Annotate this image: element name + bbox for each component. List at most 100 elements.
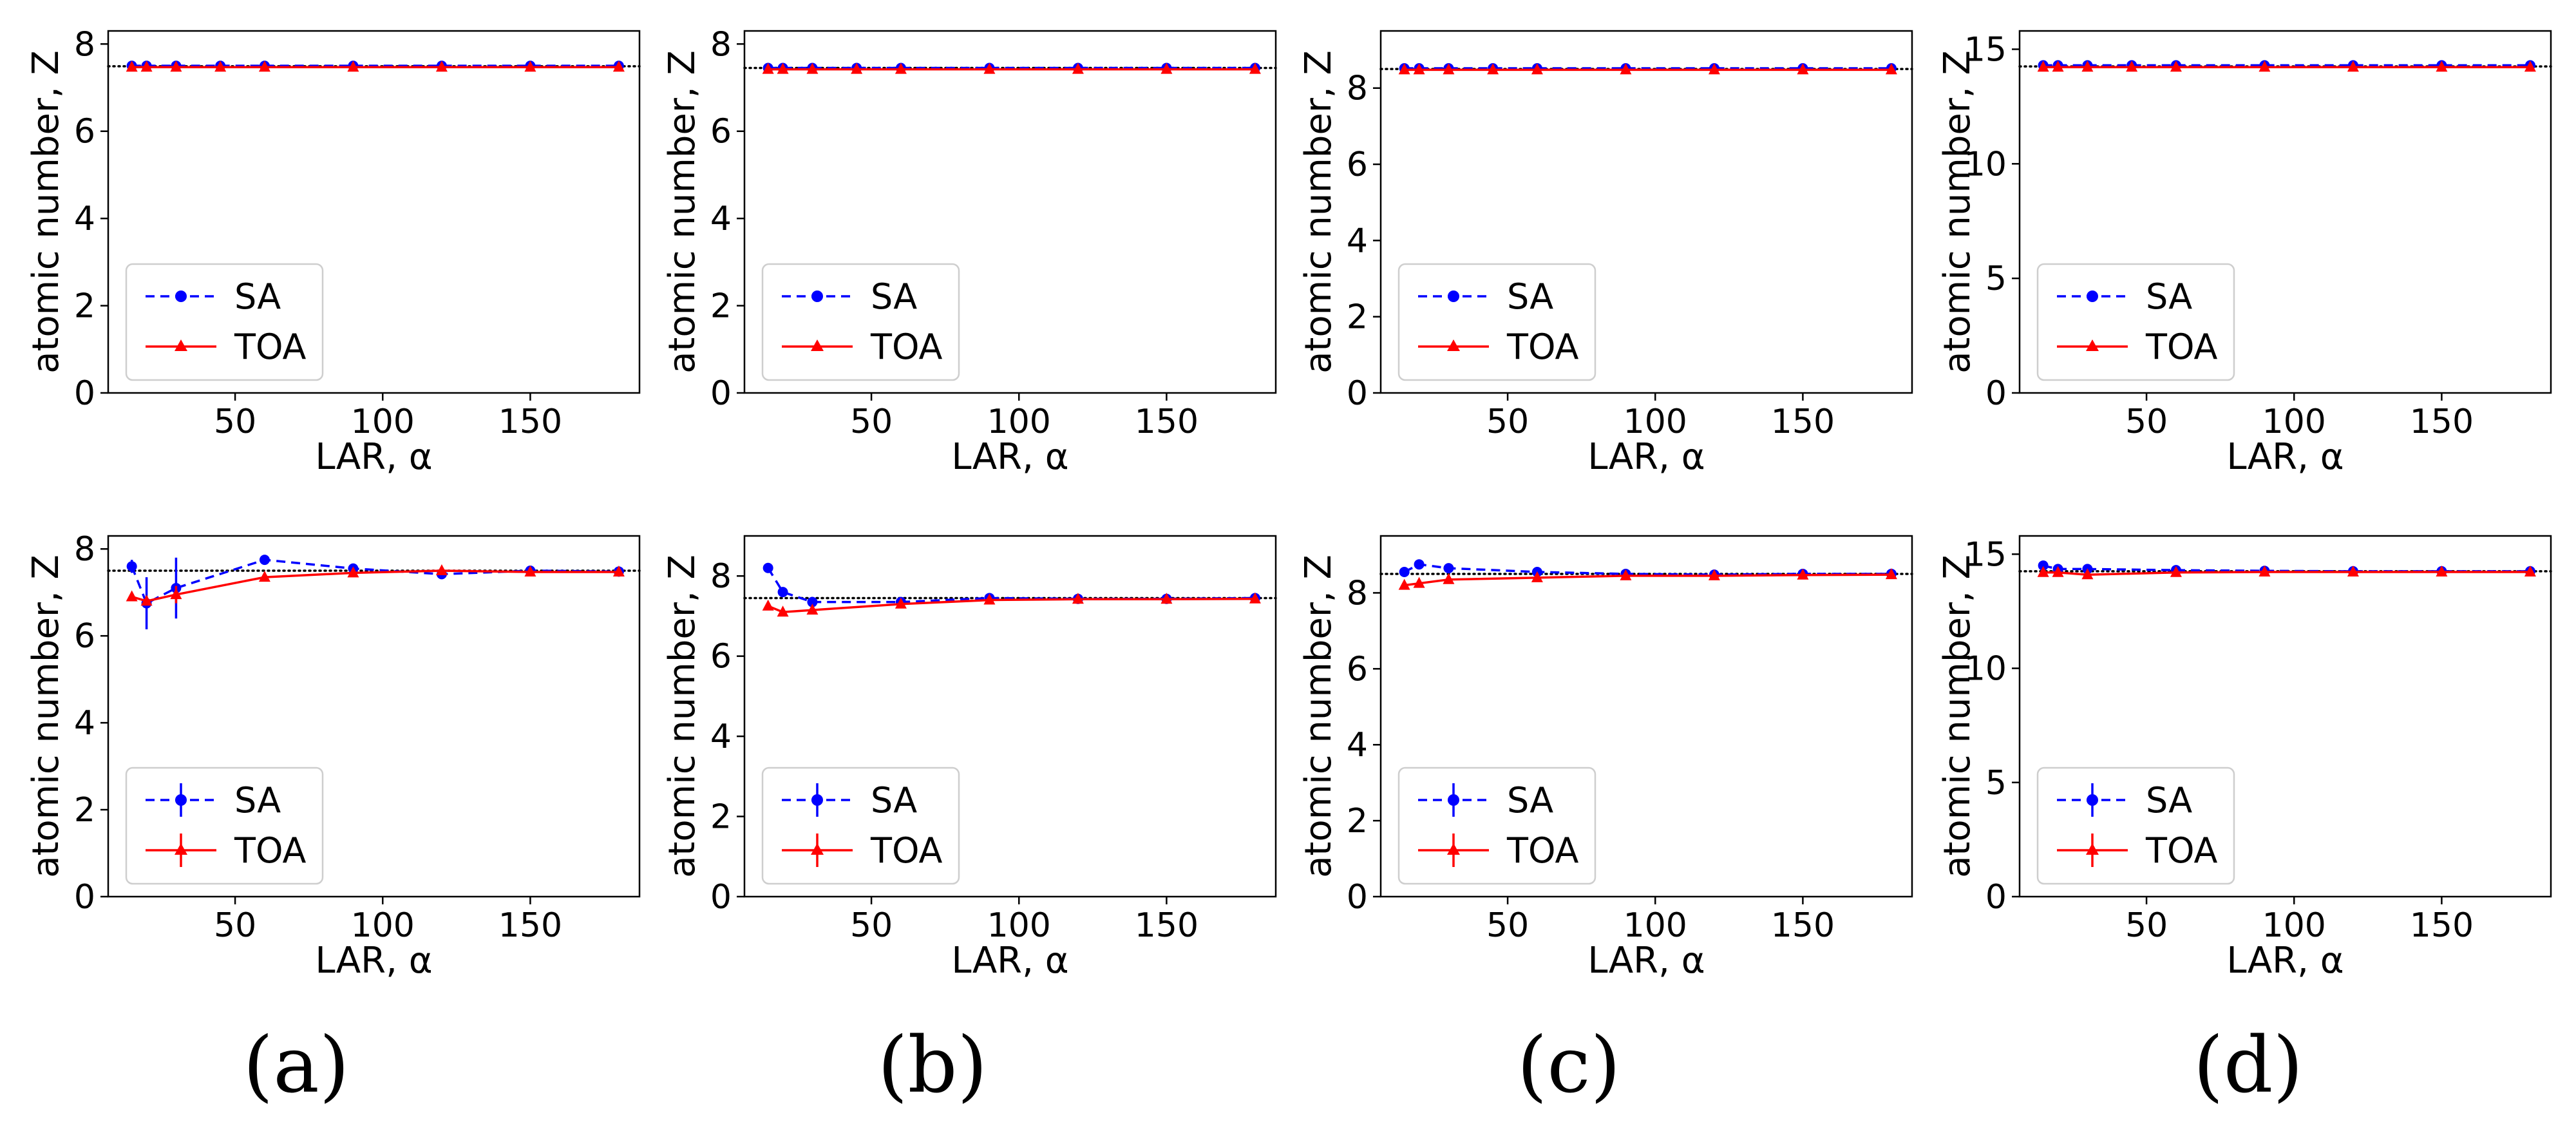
chart-8-xtick-label-1: 100 xyxy=(2262,906,2326,945)
chart-3-toa-point-0 xyxy=(1398,63,1410,75)
chart-3-toa-point-5 xyxy=(1620,63,1632,75)
chart-3-legend-sa-marker xyxy=(1448,291,1459,302)
chart-3-legend-toa-label: TOA xyxy=(1506,327,1579,367)
chart-4-legend-toa-label: TOA xyxy=(2145,327,2218,367)
chart-5-legend-toa-marker xyxy=(175,843,187,855)
panel-label-b: (b) xyxy=(878,1021,987,1110)
chart-8-legend-toa-marker xyxy=(2086,843,2099,855)
chart-1-ytick-label-0: 0 xyxy=(74,374,95,413)
chart-5-toa-point-0 xyxy=(126,590,138,602)
chart-3-ytick-label-1: 2 xyxy=(1347,298,1368,337)
chart-2-toa-point-1 xyxy=(777,62,789,74)
chart-4-toa-point-1 xyxy=(2052,61,2064,72)
chart-4-frame xyxy=(2018,30,2552,394)
chart-2-toa-point-8 xyxy=(1249,62,1261,74)
chart-6-toa-point-7 xyxy=(1249,592,1261,604)
chart-4-toa-point-6 xyxy=(2347,61,2359,72)
chart-4-legend-sa-label: SA xyxy=(2146,276,2192,317)
chart-6-toa-point-0 xyxy=(762,599,774,611)
chart-1-ytick-label-1: 2 xyxy=(74,287,95,326)
chart-6-toa-point-1 xyxy=(777,605,789,617)
chart-2-toa-point-5 xyxy=(983,62,996,74)
chart-1-xlabel: LAR, α xyxy=(315,436,432,478)
chart-1-legend-toa-marker xyxy=(175,339,187,351)
chart-4-toa-point-2 xyxy=(2081,61,2094,72)
chart-6-xlabel: LAR, α xyxy=(951,940,1068,982)
chart-7-sa-point-2 xyxy=(1443,563,1454,574)
chart-7-xlabel: LAR, α xyxy=(1587,940,1705,982)
chart-7-ylabel: atomic number, Z xyxy=(1298,555,1340,878)
chart-6-toa-point-2 xyxy=(806,604,819,615)
chart-6-series-toa-line xyxy=(768,597,1255,613)
chart-6-ytick-label-4: 8 xyxy=(710,557,732,596)
chart-7-sa-point-0 xyxy=(1399,567,1410,577)
chart-8-ytick-label-1: 5 xyxy=(1985,764,2007,803)
chart-7-toa-point-4 xyxy=(1620,569,1632,580)
chart-3: 50 100 150 0 2 4 6 8 LAR, α atomic number, Z SA TOA xyxy=(1298,30,1913,478)
chart-7-toa-point-6 xyxy=(1797,568,1809,580)
chart-5-toa-point-4 xyxy=(347,566,359,578)
chart-2-toa-point-4 xyxy=(895,62,907,74)
chart-3-ylabel: atomic number, Z xyxy=(1298,50,1340,374)
chart-6-frame xyxy=(743,535,1277,898)
chart-4-xtick-label-0: 50 xyxy=(2125,403,2168,441)
chart-2-toa-point-0 xyxy=(762,62,774,74)
chart-2-xtick-label-0: 50 xyxy=(850,403,893,441)
chart-7-series-toa-line xyxy=(1404,573,1891,587)
chart-6-ytick-label-1: 2 xyxy=(710,798,732,837)
chart-7-xtick-label-1: 100 xyxy=(1624,906,1687,945)
chart-2-ytick-label-4: 8 xyxy=(710,25,732,64)
chart-4-ylabel: atomic number, Z xyxy=(1937,50,1978,374)
chart-1-toa-point-2 xyxy=(170,61,182,72)
chart-3-toa-point-2 xyxy=(1443,63,1455,75)
chart-2: 50 100 150 0 2 4 6 8 LAR, α atomic number, Z SA TOA xyxy=(661,25,1277,478)
chart-5-toa-point-3 xyxy=(258,571,270,582)
chart-4-ytick-label-3: 15 xyxy=(1964,30,2007,69)
chart-7-sa-point-1 xyxy=(1414,559,1425,570)
chart-3-toa-point-7 xyxy=(1797,63,1809,75)
chart-5-toa-point-7 xyxy=(612,566,625,576)
chart-3-ytick-label-0: 0 xyxy=(1347,374,1368,413)
chart-5-legend-sa-label: SA xyxy=(234,780,281,821)
chart-7-toa-point-2 xyxy=(1443,573,1455,584)
chart-7-toa-point-0 xyxy=(1398,578,1410,590)
chart-8-toa-point-0 xyxy=(2037,566,2049,577)
chart-5-sa-point-0 xyxy=(126,561,137,572)
chart-5-ytick-label-2: 4 xyxy=(74,704,95,743)
chart-7: 50 100 150 0 2 4 6 8 LAR, α atomic number, Z SA TOA xyxy=(1298,535,1913,982)
chart-5-sa-point-3 xyxy=(259,555,270,566)
chart-8-toa-point-7 xyxy=(2524,566,2536,576)
chart-2-legend-toa-marker xyxy=(811,339,824,351)
chart-7-toa-point-1 xyxy=(1413,576,1425,588)
chart-1-legend-toa-label: TOA xyxy=(234,327,307,367)
chart-1-xtick-label-2: 150 xyxy=(498,403,562,441)
chart-6-sa-point-2 xyxy=(807,596,818,607)
chart-1-ylabel: atomic number, Z xyxy=(25,50,67,374)
chart-5-xtick-label-2: 150 xyxy=(498,906,562,945)
chart-6-ytick-label-2: 4 xyxy=(710,718,732,756)
chart-5-ytick-label-4: 8 xyxy=(74,530,95,569)
chart-1-toa-point-6 xyxy=(435,61,448,72)
chart-2-toa-point-2 xyxy=(806,62,819,74)
chart-8-toa-point-1 xyxy=(2052,566,2064,577)
chart-5-xtick-label-0: 50 xyxy=(214,906,256,945)
chart-6-xtick-label-0: 50 xyxy=(850,906,893,945)
chart-3-toa-point-6 xyxy=(1708,63,1720,75)
chart-1-toa-point-3 xyxy=(214,61,227,72)
chart-4-legend-toa-marker xyxy=(2086,339,2099,351)
chart-8-series-toa-line xyxy=(2043,571,2530,576)
chart-3-xtick-label-1: 100 xyxy=(1624,403,1687,441)
chart-4: 50 100 150 0 5 10 15 LAR, α atomic number, Z SA TO… xyxy=(1937,30,2552,478)
chart-6-sa-point-1 xyxy=(777,587,788,598)
chart-5-toa-point-1 xyxy=(140,595,153,606)
chart-1: 50 100 150 0 2 4 6 8 LAR, α atomic number, Z SA TOA xyxy=(25,25,641,478)
chart-3-xtick-label-2: 150 xyxy=(1771,403,1835,441)
chart-5-legend-sa-marker xyxy=(175,794,187,806)
chart-1-ytick-label-4: 8 xyxy=(74,25,95,64)
chart-1-toa-point-8 xyxy=(612,61,625,72)
chart-1-toa-point-7 xyxy=(524,61,536,72)
chart-6-series-sa-line xyxy=(767,567,1255,604)
chart-5-xtick-label-1: 100 xyxy=(351,906,415,945)
chart-2-xlabel: LAR, α xyxy=(951,436,1068,478)
